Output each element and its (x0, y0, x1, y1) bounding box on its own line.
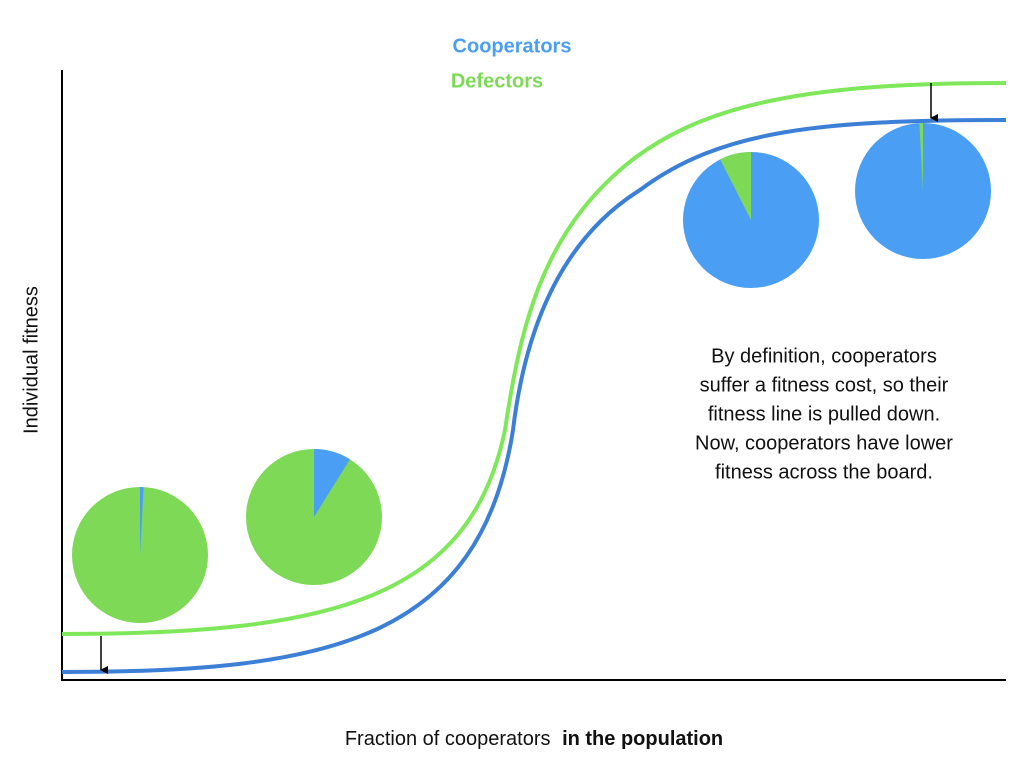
pie (855, 123, 991, 259)
pie-slice (314, 449, 350, 517)
annotation-line: suffer a fitness cost, so their (700, 374, 949, 396)
y-axis-label: Individual fitness (20, 286, 42, 434)
pie (683, 151, 819, 288)
annotation-line: fitness line is pulled down. (708, 403, 940, 425)
cooperator-curve (61, 118, 1007, 674)
x-axis-label: Fraction of cooperators in the populatio… (345, 728, 723, 750)
defector-curve (61, 81, 1007, 636)
pie-slice (140, 487, 144, 555)
annotation: By definition, cooperators suffer a fitn… (695, 345, 953, 483)
legend-cooperators: Cooperators (453, 35, 572, 57)
annotation-line: fitness across the board. (715, 461, 933, 483)
x-axis-label-plain: Fraction of cooperators (345, 728, 551, 750)
x-axis-label-bold: in the population (562, 728, 723, 750)
pie-slice (919, 123, 923, 191)
pie (246, 449, 382, 585)
pie (72, 487, 208, 623)
pie-slice (720, 151, 751, 220)
legend-defectors: Defectors (451, 70, 543, 92)
annotation-line: By definition, cooperators (711, 345, 937, 367)
annotation-line: Now, cooperators have lower (695, 432, 953, 454)
